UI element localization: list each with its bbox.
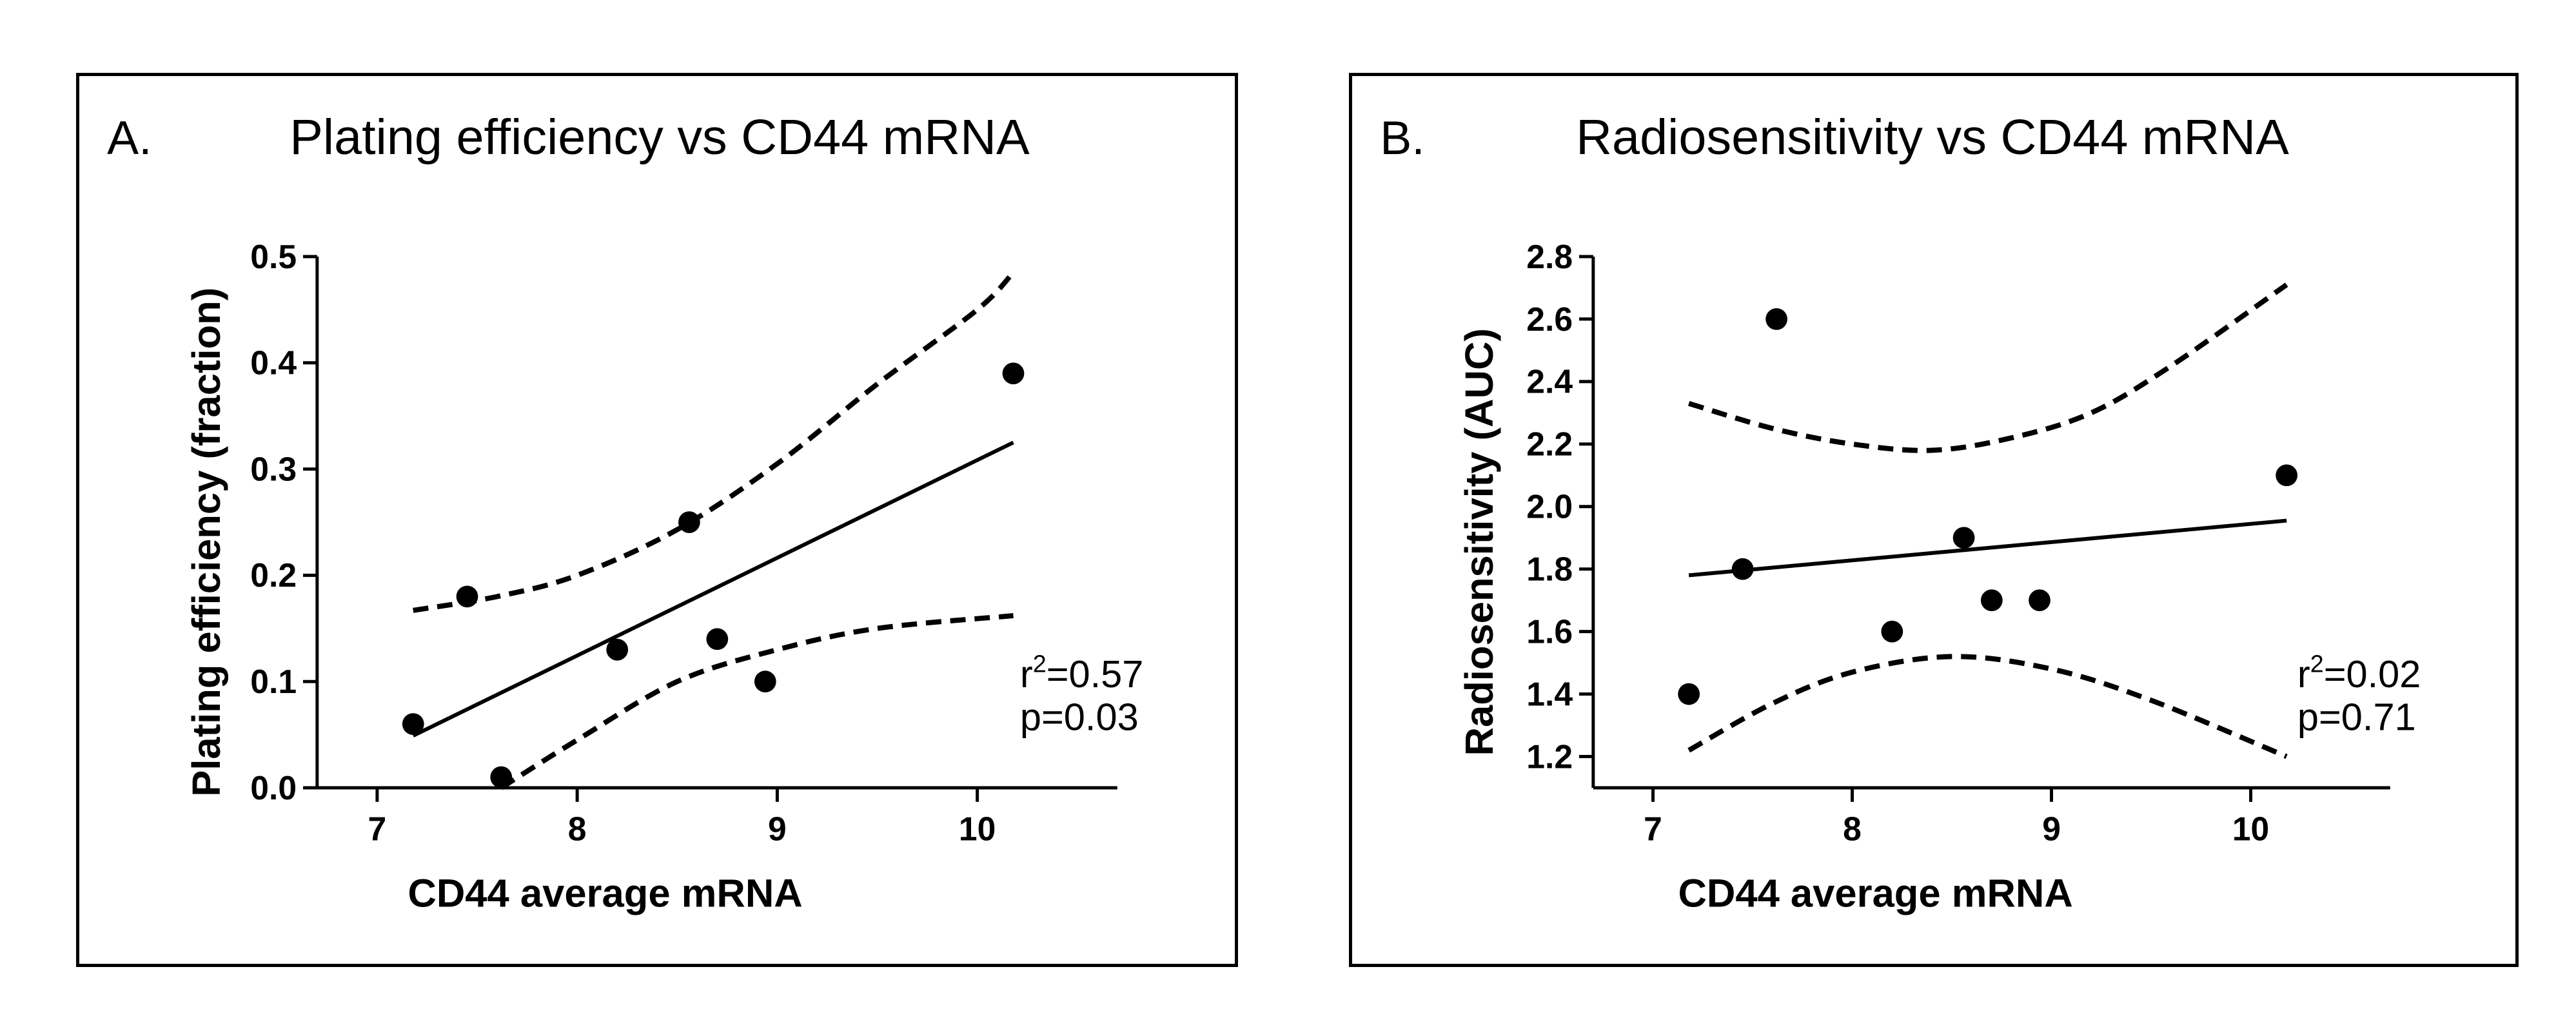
y-tick-label: 2.8 [1526,238,1573,275]
r-squared-label: r2=0.57 [1020,650,1144,696]
x-tick-label: 8 [568,810,587,847]
data-point [2276,464,2298,487]
data-point [1952,527,1975,549]
r-squared-prefix: r [1020,652,1033,696]
confidence-band-upper [413,270,1016,613]
r-squared-superscript: 2 [1033,650,1047,677]
regression-line [412,440,1014,738]
data-point [1678,683,1700,705]
y-tick-label: 2.4 [1526,363,1573,400]
regression-line [1688,518,2287,578]
y-tick-label: 2.0 [1526,488,1573,525]
x-tick-label: 10 [2232,810,2269,847]
panel-letter: B. [1380,111,1424,164]
data-point [456,585,478,608]
x-tick-label: 9 [768,810,787,847]
y-axis-label: Radiosensitivity (AUC) [1457,328,1502,756]
y-tick-label: 1.8 [1526,551,1573,588]
x-axis-label: CD44 average mRNA [408,872,802,916]
x-tick-label: 8 [1843,810,1862,847]
chart-a: A. Plating efficiency vs CD44 mRNA CD44 … [107,110,1144,916]
data-point [402,713,424,735]
y-tick-label: 1.6 [1526,612,1573,650]
r-squared-value: =0.57 [1047,652,1144,696]
data-point [1881,620,1903,643]
data-point [754,670,776,693]
y-tick-label: 2.2 [1526,425,1573,463]
r-squared-value: =0.02 [2324,652,2421,696]
data-point [2029,589,2050,612]
y-tick-label: 1.2 [1526,738,1573,775]
y-tick-label: 1.4 [1526,675,1573,712]
plot-area: 0.0 0.1 0.2 0.3 0.4 0.5 7 8 9 10 [250,238,1117,847]
p-value-label: p=0.71 [2297,696,2416,739]
x-tick-label: 10 [959,810,996,847]
chart-title: Radiosensitivity vs CD44 mRNA [1576,110,2289,165]
panel-letter: A. [107,111,152,164]
data-point [706,628,729,650]
x-tick-label: 7 [1644,810,1662,847]
y-tick-label: 2.6 [1526,300,1573,338]
data-point [1765,308,1787,330]
y-tick-label: 0.1 [250,663,297,700]
y-tick-label: 0.0 [250,769,297,806]
confidence-band-lower [1687,654,2288,759]
x-tick-label: 9 [2042,810,2061,847]
confidence-band-upper [1688,282,2288,453]
panel-a: A. Plating efficiency vs CD44 mRNA CD44 … [76,73,1238,967]
data-point [678,511,700,533]
r-squared-prefix: r [2297,652,2310,696]
x-axis-label: CD44 average mRNA [1678,872,2072,916]
chart-title: Plating efficiency vs CD44 mRNA [290,110,1030,165]
data-point [490,766,513,788]
y-axis-label: Plating efficiency (fraction) [184,288,229,797]
plot-area: 1.2 1.4 1.6 1.8 2.0 2.2 2.4 2.6 2.8 7 8 9 10 [1526,238,2390,847]
r-squared-label: r2=0.02 [2297,650,2421,696]
y-tick-label: 0.2 [250,556,297,594]
r-squared-superscript: 2 [2310,650,2324,677]
y-tick-label: 0.4 [250,344,297,382]
chart-b: B. Radiosensitivity vs CD44 mRNA CD44 av… [1380,110,2421,916]
data-point [1002,362,1025,385]
data-point [606,638,629,661]
y-tick-label: 0.5 [250,238,297,275]
data-point [1980,589,2003,612]
panel-b: B. Radiosensitivity vs CD44 mRNA CD44 av… [1349,73,2519,967]
p-value-label: p=0.03 [1020,696,1139,739]
x-tick-label: 7 [368,810,387,847]
data-point [1731,558,1754,580]
confidence-band-lower [500,613,1014,790]
y-tick-label: 0.3 [250,450,297,487]
